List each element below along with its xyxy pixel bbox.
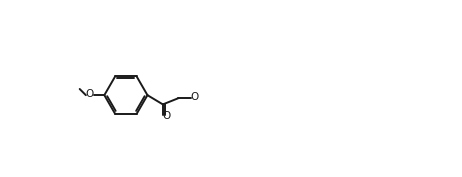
Text: O: O: [190, 92, 199, 102]
Text: O: O: [163, 111, 171, 121]
Text: O: O: [85, 89, 94, 99]
